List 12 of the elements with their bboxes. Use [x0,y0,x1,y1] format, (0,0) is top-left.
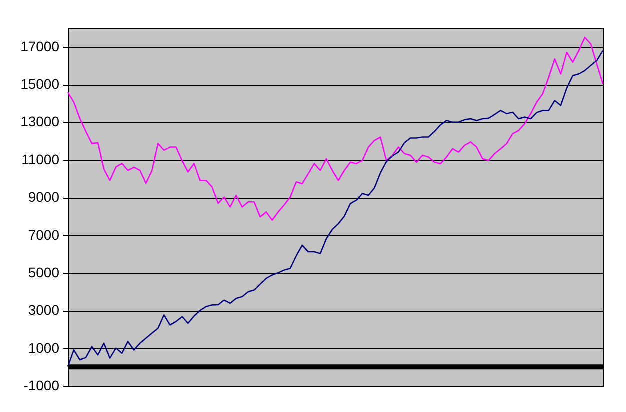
y-tick-label: 13000 [20,114,60,130]
y-tick-label: 9000 [28,189,60,206]
y-tick-label: 17000 [20,38,60,54]
line-series [67,36,604,222]
y-tick-label: 1000 [28,340,60,356]
y-tick-label: 15000 [20,76,60,92]
y-tick-label: -1000 [24,378,60,394]
line-series [67,50,604,368]
y-tick-label: 3000 [28,302,60,318]
y-tick-label: 7000 [28,226,60,243]
y-tick-label: 11000 [22,151,60,168]
y-tick-label: 5000 [28,264,60,280]
